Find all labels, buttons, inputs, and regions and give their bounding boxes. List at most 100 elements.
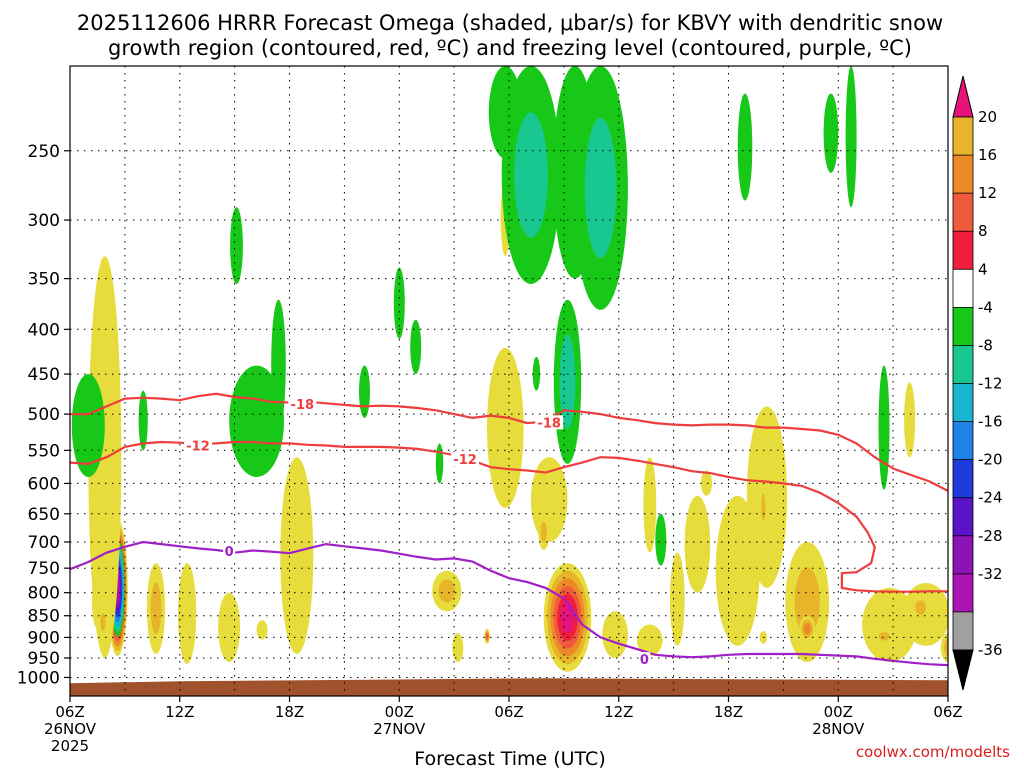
- contour--12-c-1: [70, 440, 948, 593]
- y-tick-label-900: 900: [28, 628, 60, 648]
- y-tick-label-650: 650: [28, 505, 60, 525]
- colorbar-label-6: -8: [978, 336, 993, 354]
- y-tick-label-250: 250: [28, 142, 60, 162]
- colorbar-swatch-2: [952, 192, 974, 233]
- contour-label-bg-1: [535, 415, 564, 430]
- omega-cell-13-level--4: [271, 299, 286, 429]
- y-tick-label-500: 500: [28, 405, 60, 425]
- colorbar-label-8: -16: [978, 413, 1003, 431]
- colorbar-swatch-8: [952, 421, 974, 461]
- omega-cell-14-level--4: [359, 365, 370, 418]
- y-tick-label-350: 350: [28, 270, 60, 290]
- omega-cell-25-level--8: [559, 334, 576, 429]
- colorbar-swatch-11: [952, 535, 974, 575]
- colorbar-swatch-9: [952, 459, 974, 499]
- omega-cell-48-level--4: [878, 365, 890, 490]
- omega-cell-18-level-8: [438, 579, 456, 603]
- credit-text: coolwx.com/modelts: [856, 743, 1010, 761]
- colorbar-label-0: 20: [978, 108, 997, 126]
- y-tick-label-300: 300: [28, 211, 60, 231]
- omega-cell-44-level-8: [794, 567, 820, 637]
- chart-title-line1: 2025112606 HRRR Forecast Omega (shaded, …: [77, 11, 943, 35]
- colorbar-top-arrow: [952, 75, 974, 118]
- omega-cell-42-level--4: [737, 93, 753, 201]
- omega-cell-54-level-8: [943, 639, 948, 656]
- colorbar-swatch-0: [952, 116, 974, 156]
- omega-cell-37-level-4: [684, 495, 711, 593]
- terrain-ground: [70, 678, 948, 696]
- x-tick-label-24-0: 06Z: [494, 703, 523, 721]
- omega-cell-9-level-4: [256, 620, 268, 640]
- colorbar-swatch-4: [952, 268, 974, 309]
- x-tick-label-0-1: 26NOV: [44, 720, 97, 738]
- gridlines: [70, 66, 948, 696]
- omega-cell-16-level--4: [410, 319, 422, 375]
- y-tick-label-550: 550: [28, 441, 60, 461]
- omega-cell-53-level-8: [878, 632, 890, 641]
- x-tick-label-12-0: 18Z: [275, 703, 304, 721]
- colorbar-swatch-6: [952, 344, 974, 385]
- omega-cell-30-level-24: [560, 601, 575, 634]
- y-tick-label-400: 400: [28, 320, 60, 340]
- contour-labels: -18 -18 -12 -12 0 0: [184, 397, 651, 668]
- omega-cell-12-level--4: [229, 365, 284, 477]
- contour-label-bg-3: [451, 452, 480, 467]
- omega-cell-47-level--4: [845, 66, 857, 208]
- colorbar-swatch-3: [952, 230, 974, 271]
- contour-label-2: -12: [186, 439, 210, 454]
- omega-cell-32-level-4: [602, 611, 628, 658]
- y-tick-label-600: 600: [28, 474, 60, 494]
- omega-cell-10-level-4: [280, 457, 314, 654]
- omega-cell-8-level-4: [218, 592, 241, 662]
- colorbar-label-7: -12: [978, 375, 1003, 393]
- omega-cell-33-level-4: [637, 624, 663, 656]
- omega-cell-7-level-4: [178, 563, 197, 664]
- omega-cell-29-level--8: [584, 117, 617, 259]
- colorbar-swatch-10: [952, 497, 974, 537]
- omega-cell-19-level-4: [452, 633, 464, 662]
- omega-cell-46-level--4: [823, 93, 839, 173]
- omega-cell-36-level--4: [655, 513, 667, 566]
- omega-cell-38-level-4: [701, 470, 712, 496]
- omega-cell-4-level--4: [71, 374, 105, 477]
- x-tick-label-6-0: 12Z: [165, 703, 194, 721]
- contour-label-bg-5: [638, 652, 651, 667]
- x-tick-label-30-0: 12Z: [604, 703, 633, 721]
- x-tick-label-48-0: 06Z: [933, 703, 962, 721]
- contour-0-c-2: [70, 540, 948, 667]
- colorbar-bottom-arrow: [952, 649, 974, 691]
- contour-label-5: 0: [640, 653, 649, 668]
- contour-label-bg-0: [288, 397, 317, 412]
- colorbar-label-10: -24: [978, 489, 1003, 507]
- colorbar-swatch-12: [952, 573, 974, 613]
- y-tick-label-850: 850: [28, 607, 60, 627]
- y-axis-pressure: 2503003504004505005506006507007508008509…: [17, 142, 70, 688]
- colorbar-label-5: -4: [978, 298, 993, 316]
- x-tick-label-42-1: 28NOV: [812, 720, 865, 738]
- colorbar-label-4: 4: [978, 260, 988, 278]
- y-tick-label-1000: 1000: [17, 668, 60, 688]
- omega-cell-52-level-8: [915, 600, 926, 615]
- y-tick-label-700: 700: [28, 533, 60, 553]
- chart-title-line2: growth region (contoured, red, ºC) and f…: [108, 36, 912, 60]
- colorbar-swatch-1: [952, 154, 974, 195]
- omega-cell-6-level-8: [150, 582, 162, 635]
- contour-label-bg-2: [184, 438, 213, 453]
- colorbar-legend: 20 16 12 8 4 -4 -8 -12 -16 -20 -24 -28 -32 -36: [952, 75, 1003, 691]
- x-tick-label-0-2: 2025: [51, 737, 89, 755]
- x-tick-label-0-0: 06Z: [55, 703, 84, 721]
- ground-surface: [70, 678, 948, 696]
- colorbar-label-9: -20: [978, 451, 1003, 469]
- colorbar-label-11: -28: [978, 527, 1003, 545]
- contour-label-0: -18: [291, 398, 315, 413]
- colorbar-swatch-5: [952, 306, 974, 347]
- omega-cell-40-level-4: [746, 406, 788, 588]
- x-tick-label-18-0: 00Z: [385, 703, 414, 721]
- omega-cell-34-level-4: [670, 552, 685, 646]
- colorbar-label-2: 12: [978, 184, 997, 202]
- y-tick-label-450: 450: [28, 365, 60, 385]
- contour--18-c-0: [70, 392, 948, 492]
- omega-cell-45-level-12: [803, 623, 811, 635]
